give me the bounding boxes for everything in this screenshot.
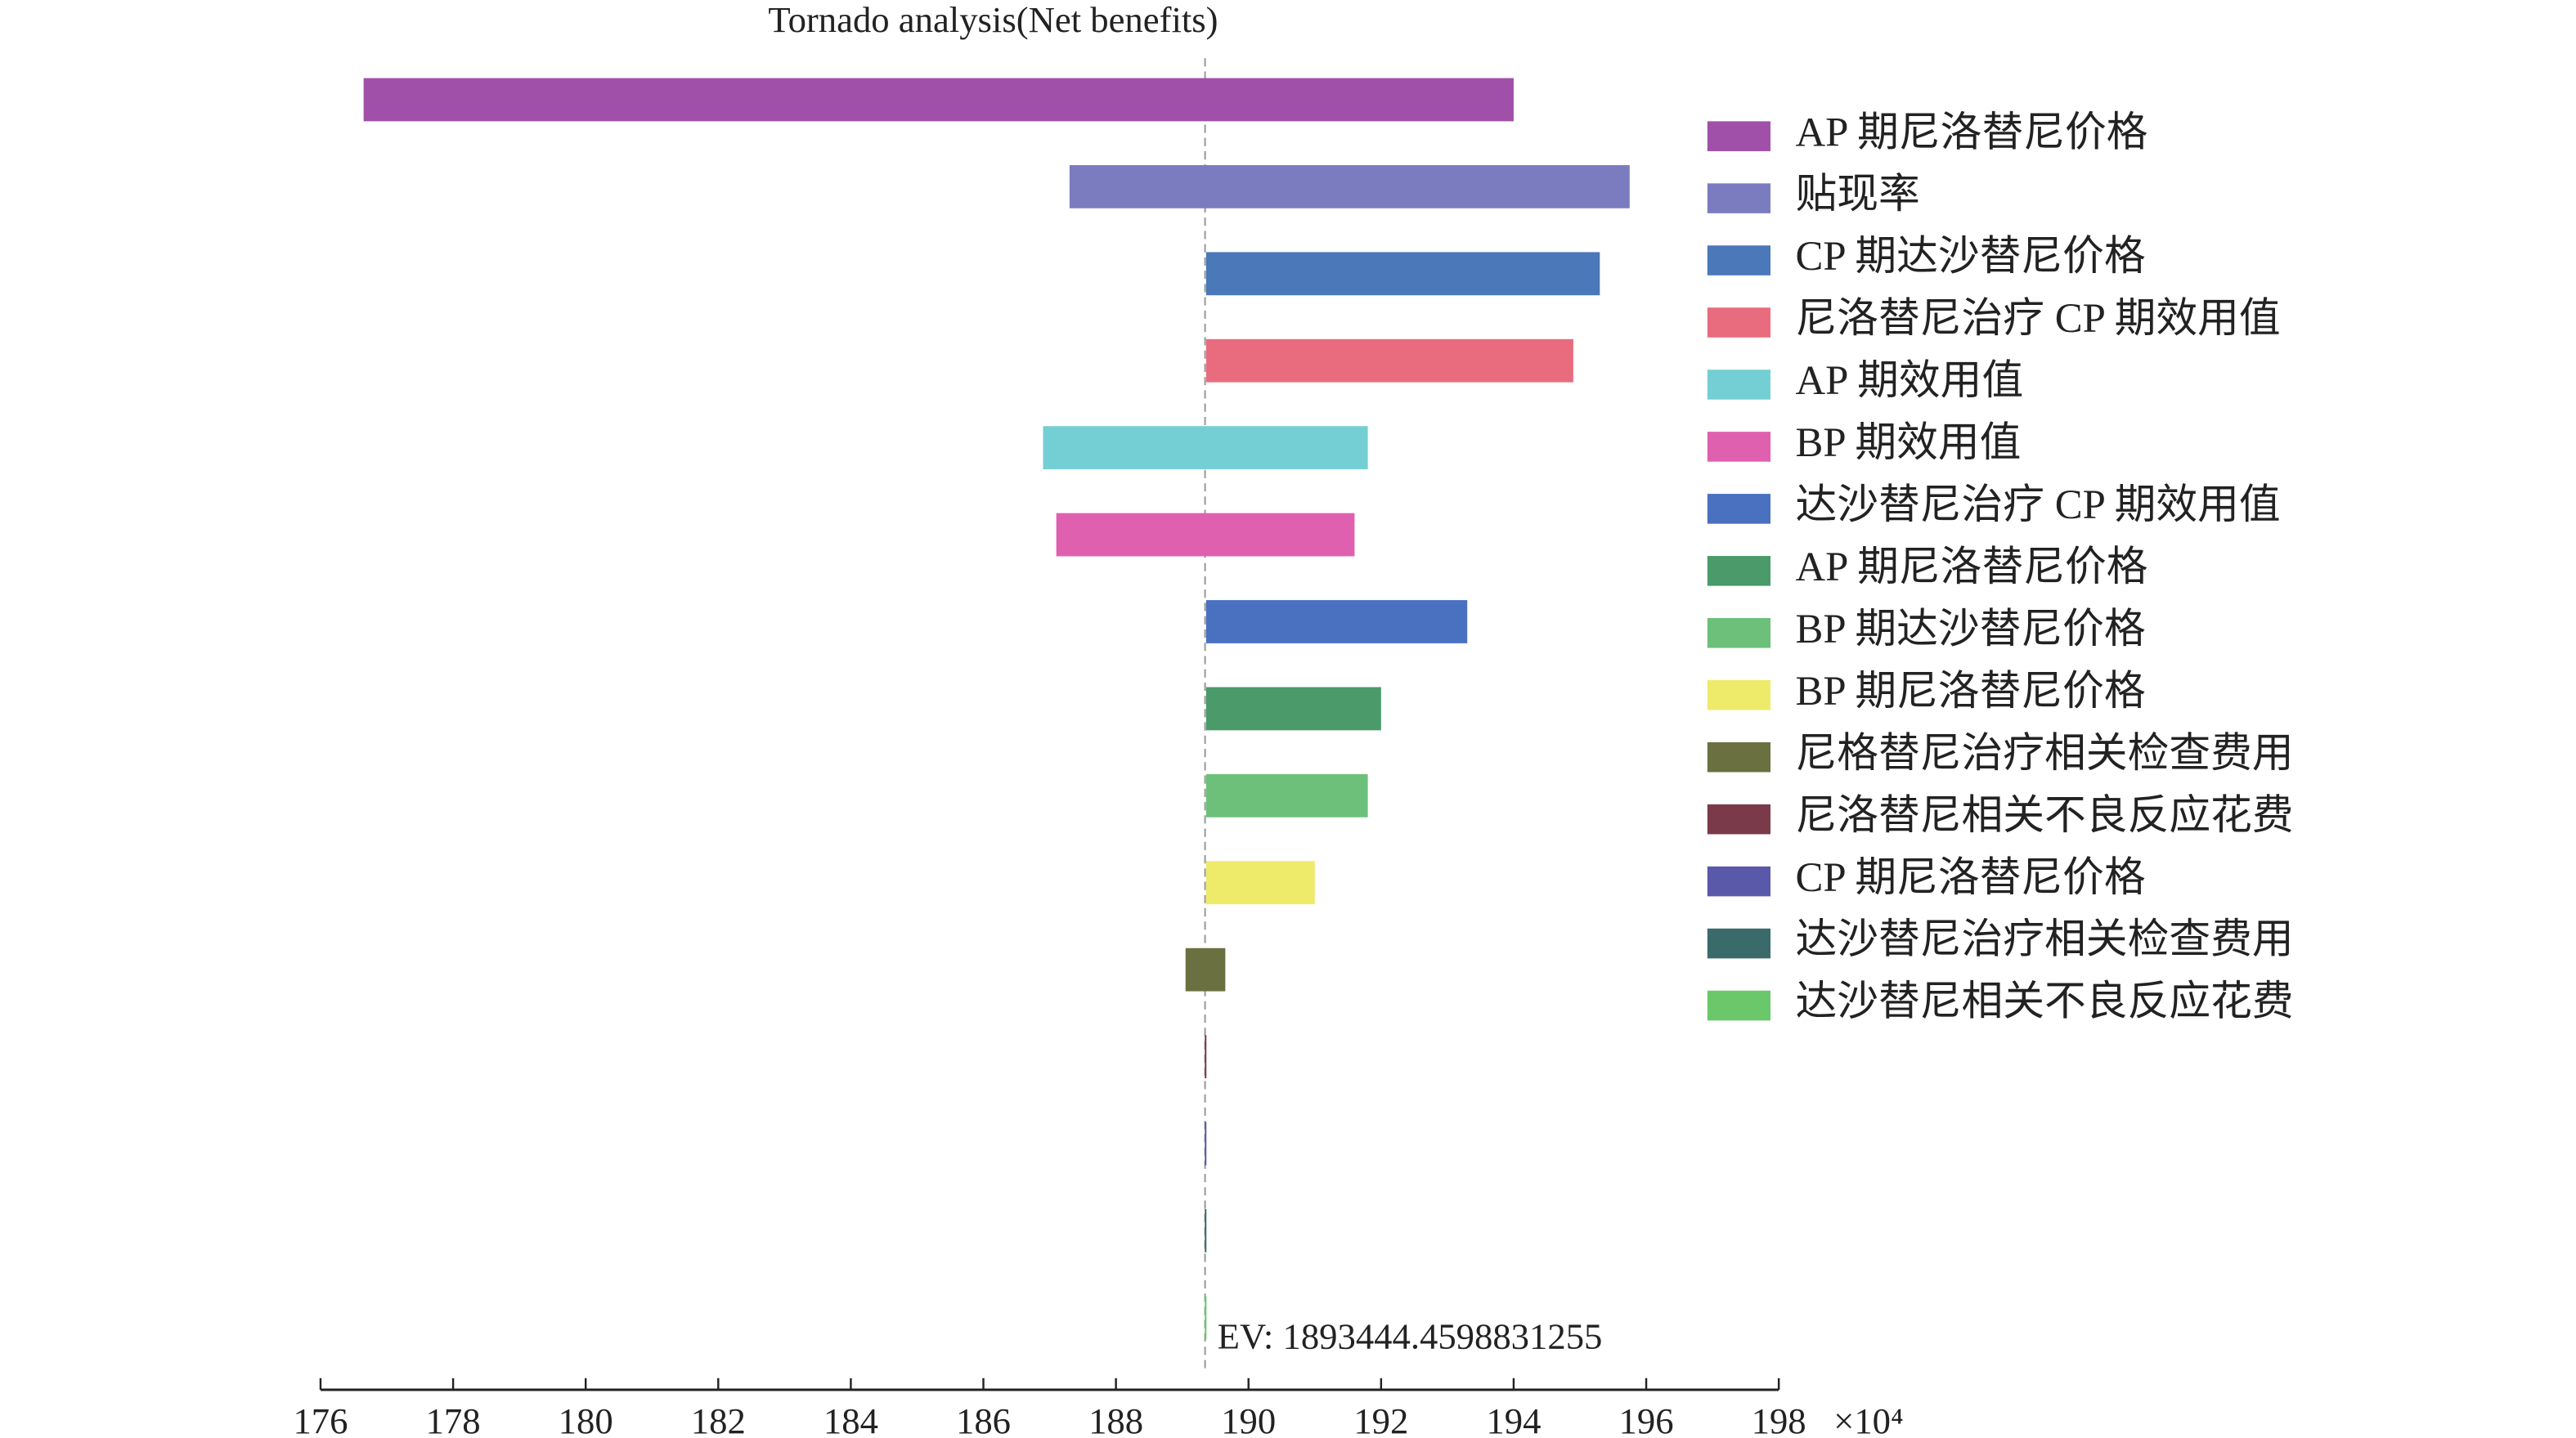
- legend-label: CP 期达沙替尼价格: [1795, 233, 2145, 279]
- chart-title: Tornado analysis(Net benefits): [768, 0, 1218, 40]
- legend-label: CP 期尼洛替尼价格: [1795, 854, 2145, 900]
- legend-label: 尼格替尼治疗相关检查费用: [1795, 730, 2293, 776]
- x-tick-label: 194: [1486, 1400, 1541, 1438]
- bar: [1205, 1035, 1207, 1078]
- legend-label: AP 期尼洛替尼价格: [1795, 109, 2147, 155]
- bar: [1205, 861, 1315, 905]
- x-tick-label: 184: [824, 1400, 878, 1438]
- x-tick-label: 178: [426, 1400, 481, 1438]
- ev-label: EV: 1893444.4598831255: [1218, 1315, 1603, 1356]
- legend-label: AP 期效用值: [1795, 357, 2023, 403]
- legend-swatch: [1707, 245, 1770, 276]
- x-tick-label: 196: [1619, 1400, 1674, 1438]
- legend-swatch: [1707, 307, 1770, 338]
- legend-label: BP 期尼洛替尼价格: [1795, 668, 2145, 714]
- bar: [1205, 1209, 1207, 1252]
- legend-label: BP 期达沙替尼价格: [1795, 606, 2145, 652]
- legend-label: 达沙替尼相关不良反应花费: [1795, 979, 2293, 1024]
- x-tick-label: 176: [293, 1400, 348, 1438]
- x-tick-label: 188: [1088, 1400, 1143, 1438]
- legend-swatch: [1707, 370, 1770, 400]
- bar: [1056, 513, 1355, 557]
- legend-swatch: [1707, 556, 1770, 586]
- x-tick-label: 186: [956, 1400, 1011, 1438]
- bar: [1205, 600, 1468, 643]
- legend-label: AP 期尼洛替尼价格: [1795, 544, 2147, 589]
- legend-swatch: [1707, 804, 1770, 835]
- legend-swatch: [1707, 866, 1770, 897]
- bar: [1205, 1296, 1207, 1340]
- x-tick-label: 192: [1353, 1400, 1408, 1438]
- x-tick-label: 182: [691, 1400, 746, 1438]
- bar: [1205, 252, 1600, 296]
- legend-swatch: [1707, 494, 1770, 524]
- legend-swatch: [1707, 741, 1770, 773]
- bar: [1043, 426, 1368, 470]
- x-tick-label: 180: [559, 1400, 613, 1438]
- legend-label: 达沙替尼治疗相关检查费用: [1795, 916, 2293, 962]
- bar: [1069, 164, 1630, 208]
- legend-swatch: [1707, 679, 1770, 710]
- x-tick-label: 198: [1752, 1400, 1806, 1438]
- legend-swatch: [1707, 618, 1770, 648]
- legend-swatch: [1707, 121, 1770, 151]
- bar: [363, 78, 1514, 122]
- legend-swatch: [1707, 183, 1770, 213]
- legend-swatch: [1707, 432, 1770, 462]
- legend-label: 尼洛替尼相关不良反应花费: [1795, 792, 2293, 838]
- bar: [1205, 1122, 1207, 1166]
- legend-label: BP 期效用值: [1795, 419, 2021, 465]
- x-tick-label: 190: [1221, 1400, 1276, 1438]
- bar: [1205, 338, 1573, 383]
- bar: [1205, 687, 1381, 731]
- legend-label: 尼洛替尼治疗 CP 期效用值: [1795, 295, 2280, 341]
- legend-label: 贴现率: [1795, 171, 1919, 217]
- legend-label: 达沙替尼治疗 CP 期效用值: [1795, 482, 2280, 527]
- axis-multiplier: ×10⁴: [1833, 1400, 1903, 1438]
- legend-swatch: [1707, 928, 1770, 959]
- bar: [1205, 773, 1368, 818]
- legend-swatch: [1707, 990, 1770, 1021]
- bar: [1185, 947, 1226, 992]
